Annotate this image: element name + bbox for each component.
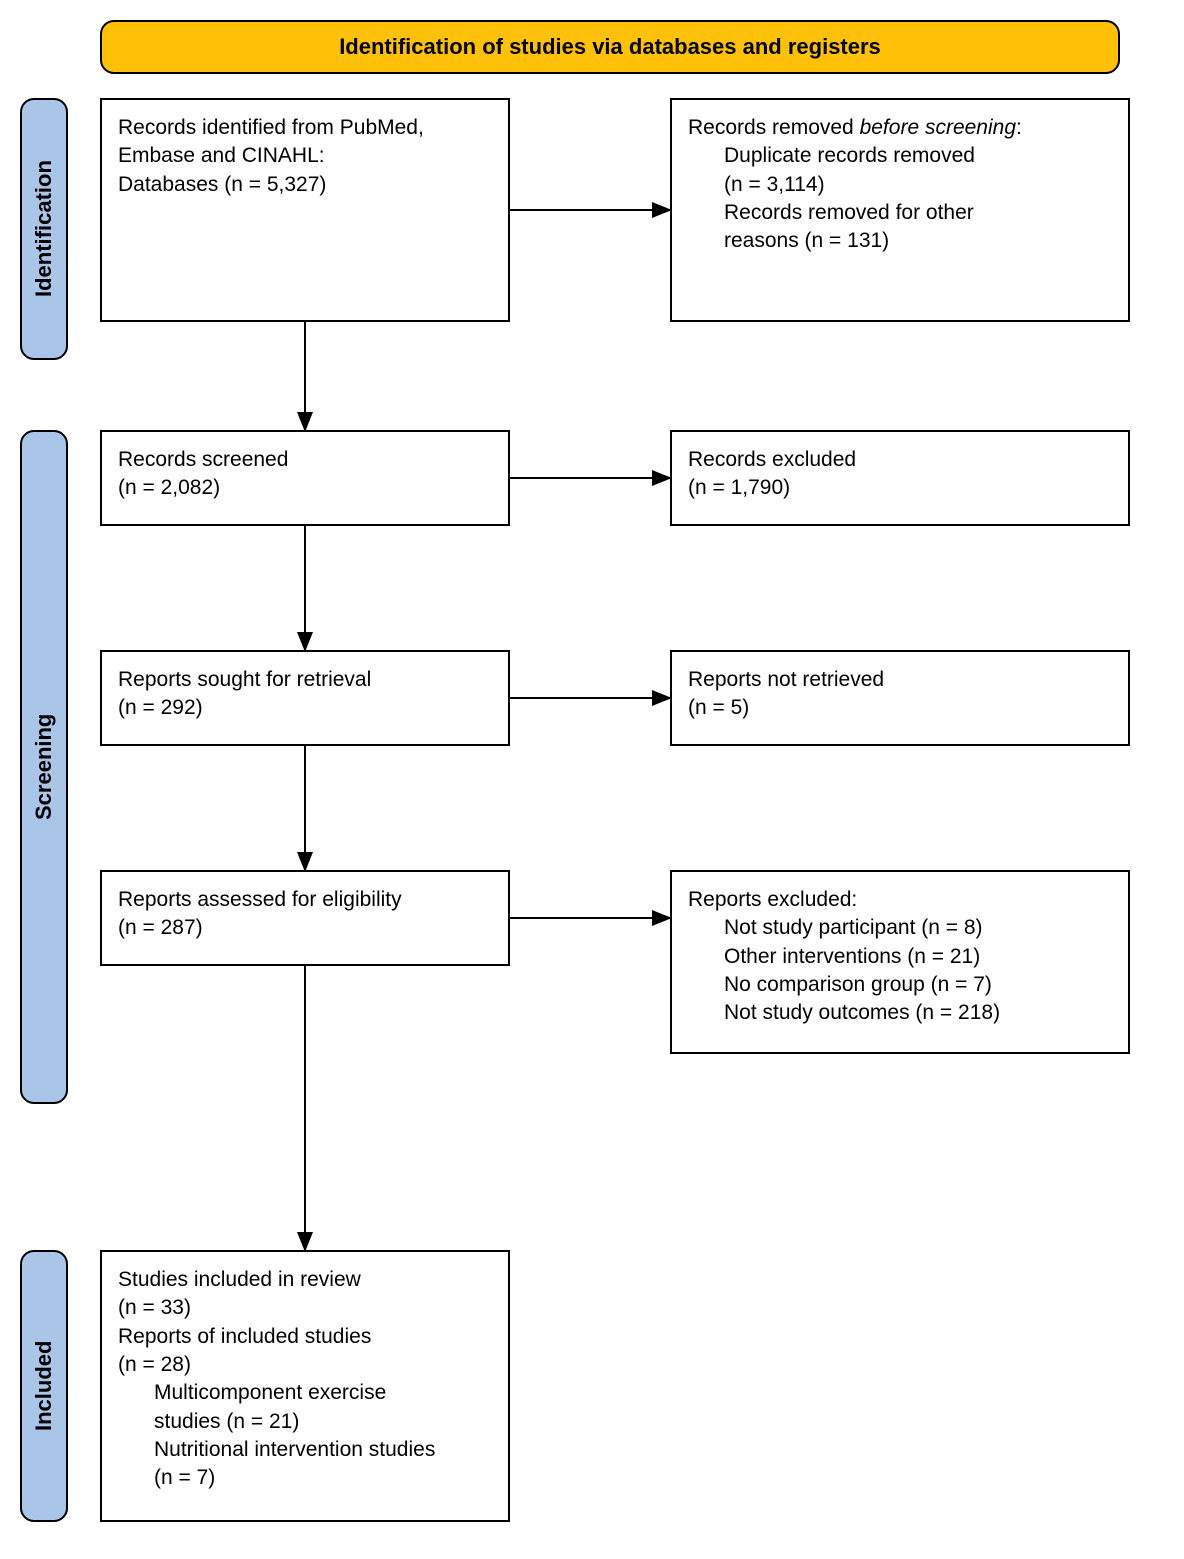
stage-included: Included: [20, 1250, 68, 1522]
box-reports-assessed: Reports assessed for eligibility(n = 287…: [100, 870, 510, 966]
stage-label-text: Included: [31, 1341, 57, 1431]
header-text: Identification of studies via databases …: [339, 34, 881, 60]
stage-label-text: Screening: [31, 714, 57, 820]
box-records-excluded: Records excluded(n = 1,790): [670, 430, 1130, 526]
stage-screening: Screening: [20, 430, 68, 1104]
stage-identification: Identification: [20, 98, 68, 360]
box-records-removed: Records removed before screening:Duplica…: [670, 98, 1130, 322]
box-reports-excluded: Reports excluded:Not study participant (…: [670, 870, 1130, 1054]
box-reports-sought: Reports sought for retrieval(n = 292): [100, 650, 510, 746]
box-records-identified: Records identified from PubMed,Embase an…: [100, 98, 510, 322]
box-studies-included: Studies included in review(n = 33)Report…: [100, 1250, 510, 1522]
header-bar: Identification of studies via databases …: [100, 20, 1120, 74]
stage-label-text: Identification: [31, 161, 57, 298]
box-records-screened: Records screened(n = 2,082): [100, 430, 510, 526]
box-reports-not-retrieved: Reports not retrieved(n = 5): [670, 650, 1130, 746]
prisma-flowchart: Identification of studies via databases …: [20, 20, 1164, 1539]
